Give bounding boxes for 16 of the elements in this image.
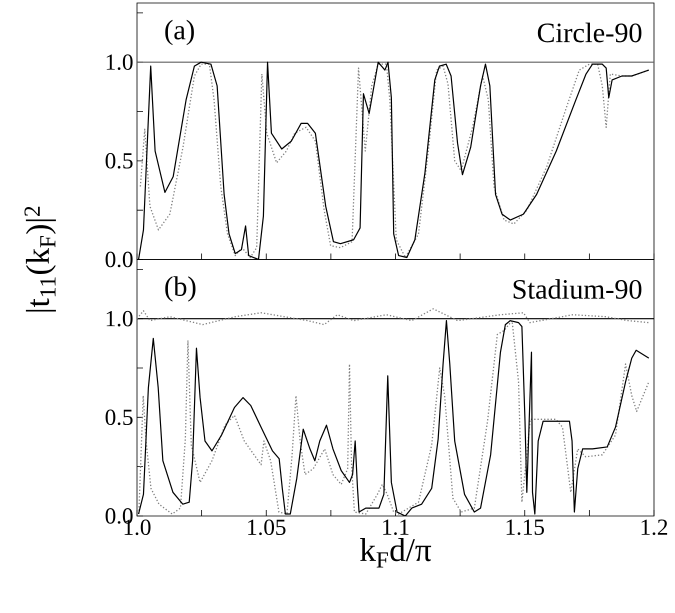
line-series [137, 308, 650, 326]
x-tick-label: 1.15 [506, 520, 544, 536]
y-tick-label: 0.0 [106, 252, 133, 268]
annotation: (b) [165, 276, 196, 302]
annotation: Circle-90 [538, 22, 642, 42]
y-tick-label: 0.5 [106, 153, 133, 169]
x-axis-title: k$_{F}$d/π [360, 538, 432, 568]
y-tick-label: 1.0 [106, 310, 133, 326]
x-tick-label: 1.2 [642, 520, 668, 536]
y-tick-label: 1.0 [106, 54, 133, 70]
annotation: (a) [165, 20, 194, 46]
x-tick-label: 1.1 [383, 520, 408, 536]
annotation: Stadium-90 [514, 279, 642, 299]
y-tick-label: 0.5 [106, 410, 133, 426]
x-tick-label: 1.05 [248, 520, 286, 536]
y-axis-title: |t$_{11}$(k$_{F}$)|$^{2}$ [24, 206, 56, 312]
